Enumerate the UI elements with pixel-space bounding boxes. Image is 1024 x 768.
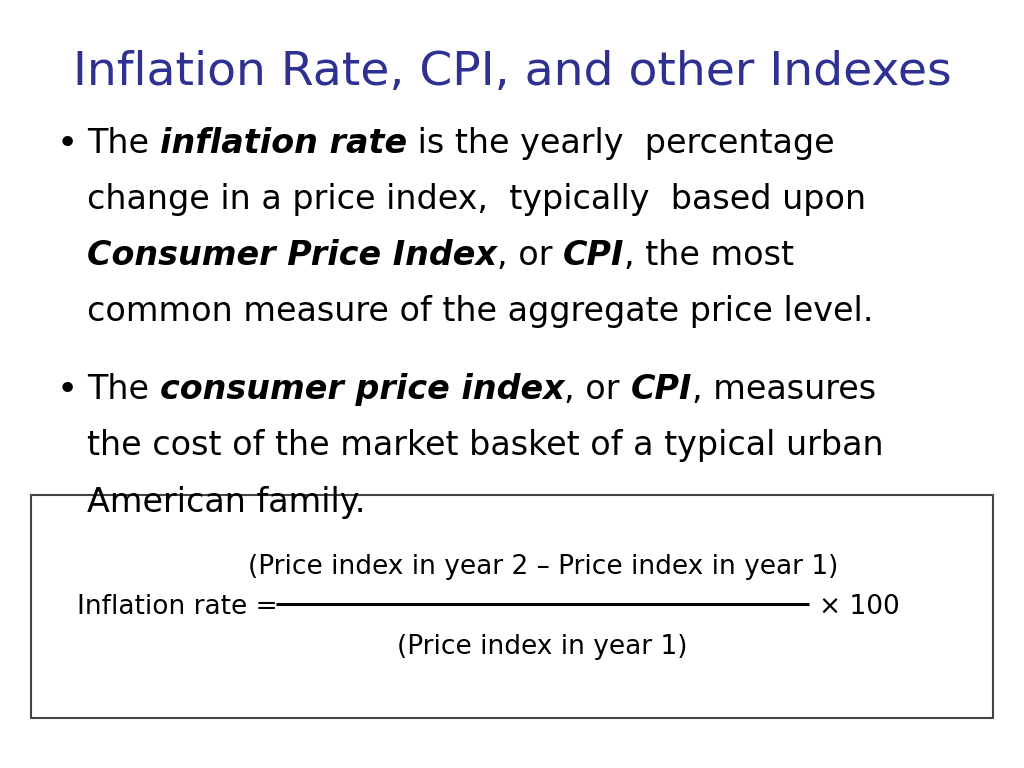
Text: Inflation Rate, CPI, and other Indexes: Inflation Rate, CPI, and other Indexes xyxy=(73,50,951,95)
Text: consumer price index: consumer price index xyxy=(160,373,564,406)
Text: •: • xyxy=(56,373,78,407)
Text: The: The xyxy=(87,127,160,160)
Text: , or: , or xyxy=(564,373,631,406)
Text: × 100: × 100 xyxy=(819,594,900,620)
Bar xyxy=(31,495,993,718)
Text: CPI: CPI xyxy=(631,373,692,406)
Text: , or: , or xyxy=(497,239,563,272)
Text: Consumer Price Index: Consumer Price Index xyxy=(87,239,497,272)
Text: The: The xyxy=(87,373,160,406)
Text: (Price index in year 2 – Price index in year 1): (Price index in year 2 – Price index in … xyxy=(248,554,838,580)
Text: change in a price index,  typically  based upon: change in a price index, typically based… xyxy=(87,183,866,216)
Text: , the most: , the most xyxy=(625,239,795,272)
Text: •: • xyxy=(56,127,78,161)
Text: (Price index in year 1): (Price index in year 1) xyxy=(397,634,688,660)
Text: is the yearly  percentage: is the yearly percentage xyxy=(407,127,835,160)
Text: inflation rate: inflation rate xyxy=(160,127,407,160)
Text: Inflation rate =: Inflation rate = xyxy=(77,594,278,620)
Text: American family.: American family. xyxy=(87,485,366,518)
Text: CPI: CPI xyxy=(563,239,625,272)
Text: common measure of the aggregate price level.: common measure of the aggregate price le… xyxy=(87,295,873,328)
Text: the cost of the market basket of a typical urban: the cost of the market basket of a typic… xyxy=(87,429,884,462)
Text: , measures: , measures xyxy=(692,373,876,406)
